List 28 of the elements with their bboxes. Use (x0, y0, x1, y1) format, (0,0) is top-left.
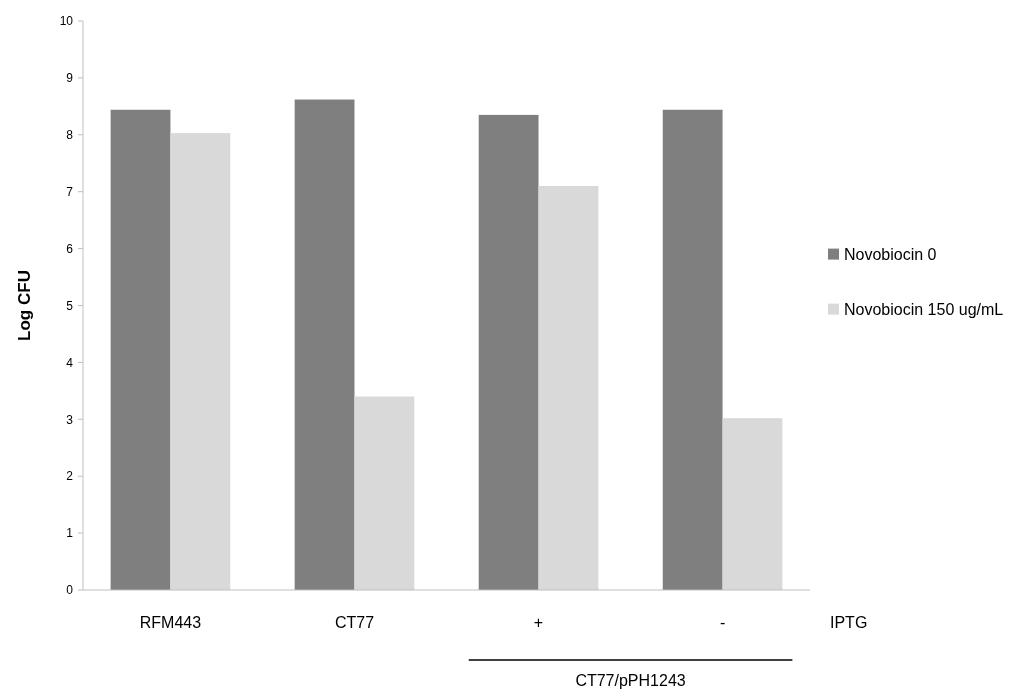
y-tick-label: 9 (66, 71, 74, 86)
bar (170, 133, 231, 590)
x-tick-label: CT77 (334, 614, 375, 631)
legend-label: Novobiocin 150 ug/mL (844, 301, 1004, 319)
legend-label: Novobiocin 0 (844, 246, 937, 264)
bar (722, 418, 783, 590)
bar (354, 396, 415, 590)
y-tick-label: 1 (66, 526, 74, 541)
text: CT77/pPH1243 (575, 672, 686, 689)
y-axis-title: Log CFU (15, 270, 34, 341)
y-tick-label: 6 (66, 241, 74, 256)
y-tick-label: 2 (66, 469, 74, 484)
bar (478, 114, 539, 590)
y-tick-label: 3 (66, 412, 74, 427)
text: IPTG (830, 614, 868, 631)
bar (662, 109, 723, 590)
x-tick-label: RFM443 (139, 614, 202, 631)
y-tick-label: 0 (66, 583, 74, 598)
bar (538, 186, 599, 590)
y-tick-label: 10 (59, 14, 74, 29)
y-tick-label: 7 (66, 184, 74, 199)
x-tick-label: + (533, 614, 544, 631)
bar (110, 109, 171, 590)
bar (294, 99, 355, 590)
x-tick-label: - (719, 614, 726, 631)
y-tick-label: 4 (66, 355, 74, 370)
y-tick-label: 5 (66, 298, 74, 313)
y-tick-label: 8 (66, 128, 74, 142)
